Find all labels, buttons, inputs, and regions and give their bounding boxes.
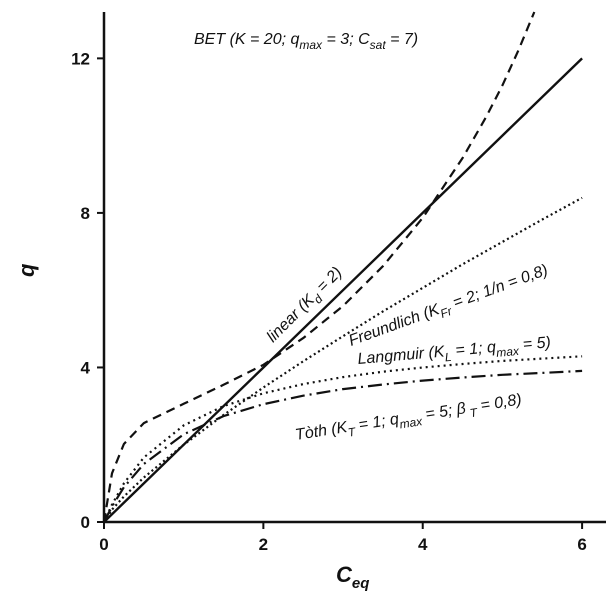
series-line-freundlich bbox=[103, 196, 583, 523]
toth-annotation: Tòth (KT = 1; qmax = 5; β T = 0,8) bbox=[294, 391, 524, 448]
y-tick-label: 0 bbox=[81, 513, 90, 532]
langmuir-annotation: Langmuir (KL = 1; qmax = 5) bbox=[357, 334, 552, 372]
y-tick-label: 8 bbox=[81, 204, 90, 223]
series-line-bet bbox=[102, 11, 536, 523]
x-tick-label: 6 bbox=[577, 535, 586, 554]
x-tick-label: 0 bbox=[99, 535, 108, 554]
bet-annotation: BET (K = 20; qmax = 3; Csat = 7) bbox=[194, 31, 418, 52]
x-tick-label: 2 bbox=[259, 535, 268, 554]
series-line-langmuir bbox=[103, 355, 583, 523]
series-line-toth bbox=[103, 369, 583, 523]
y-axis-title: q bbox=[14, 263, 39, 277]
linear-annotation: linear (Kd = 2) bbox=[264, 264, 349, 349]
x-axis-title: Ceq bbox=[336, 562, 369, 592]
series-layer bbox=[102, 11, 583, 523]
x-tick-label: 4 bbox=[418, 535, 428, 554]
y-tick-label: 12 bbox=[71, 49, 90, 68]
ticks-layer: 0 2 4 6 0 4 8 12 bbox=[71, 49, 587, 554]
y-tick-label: 4 bbox=[81, 358, 91, 377]
